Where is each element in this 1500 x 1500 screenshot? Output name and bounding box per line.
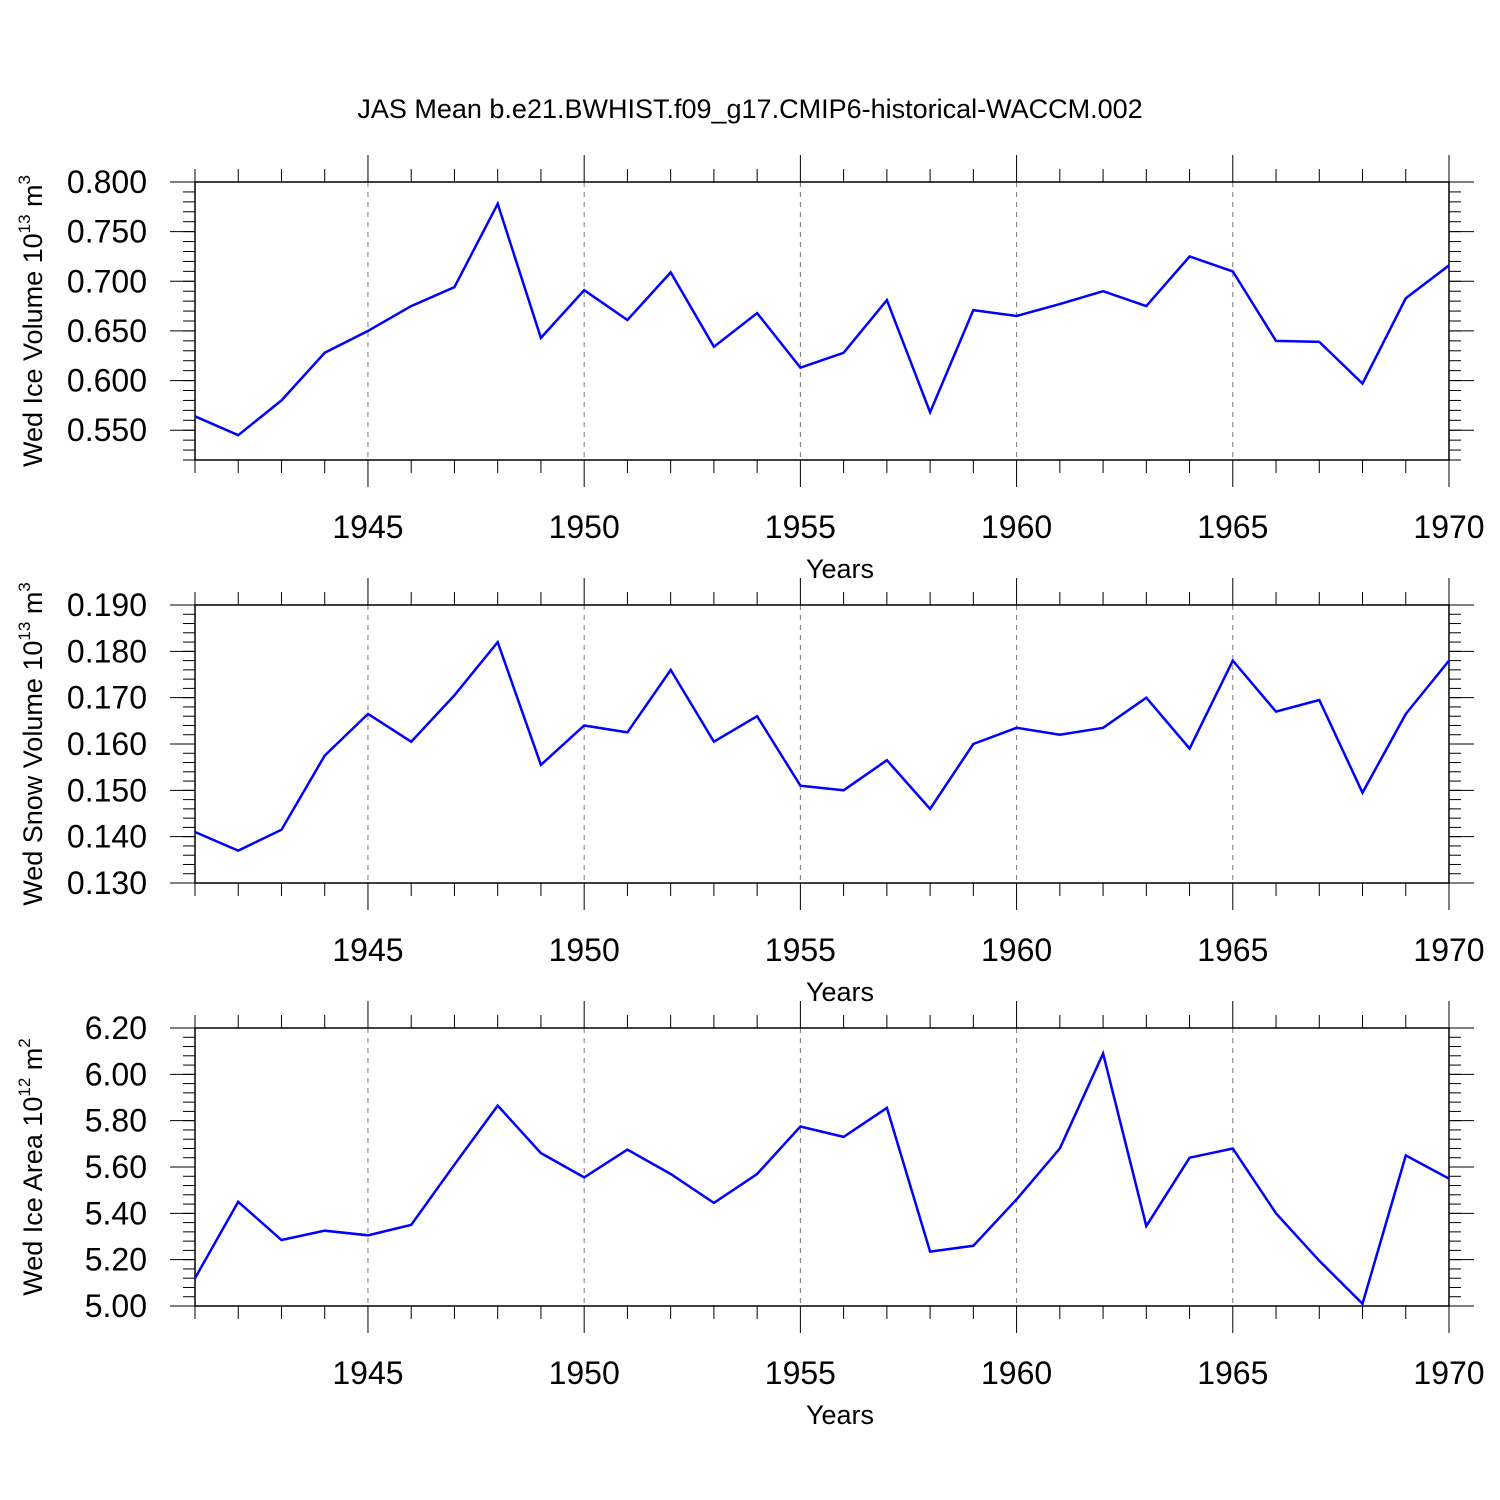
y-tick-label: 0.140 <box>67 819 147 855</box>
x-tick-label: 1945 <box>332 509 403 545</box>
x-tick-label: 1945 <box>332 1355 403 1391</box>
y-tick-label: 6.20 <box>85 1010 147 1046</box>
x-axis-label: Years <box>806 554 874 584</box>
y-tick-label: 5.80 <box>85 1103 147 1139</box>
x-tick-label: 1950 <box>549 509 620 545</box>
y-tick-label: 0.550 <box>67 412 147 448</box>
x-tick-label: 1960 <box>981 1355 1052 1391</box>
y-axis-label: Wed Snow Volume 1013 m3 <box>15 582 48 906</box>
y-tick-label: 6.00 <box>85 1056 147 1092</box>
y-tick-label: 0.160 <box>67 726 147 762</box>
chart-panel-1: 0.550 0.600 0.650 0.700 0.750 0.800 1945 1950 19… <box>15 155 1485 584</box>
y-tick-label: 0.650 <box>67 313 147 349</box>
y-tick-label: 5.40 <box>85 1195 147 1231</box>
x-axis-label: Years <box>806 1400 874 1430</box>
x-tick-label: 1955 <box>765 509 836 545</box>
x-tick-label: 1970 <box>1413 932 1484 968</box>
x-tick-label: 1965 <box>1197 932 1268 968</box>
x-tick-label: 1965 <box>1197 1355 1268 1391</box>
series-line <box>193 1049 1450 1307</box>
x-tick-label: 1955 <box>765 1355 836 1391</box>
y-axis-label: Wed Ice Volume 1013 m3 <box>15 175 48 467</box>
y-axis-label: Wed Ice Area 1012 m2 <box>15 1038 48 1296</box>
y-tick-label: 5.60 <box>85 1149 147 1185</box>
y-tick-label: 5.20 <box>85 1242 147 1278</box>
chart-panel-2: 0.130 0.140 0.150 0.160 0.170 0.180 0.190 1945 1… <box>15 578 1485 1007</box>
series-line <box>194 200 1450 437</box>
x-tick-label: 1950 <box>549 932 620 968</box>
x-tick-label: 1950 <box>549 1355 620 1391</box>
x-tick-label: 1970 <box>1413 1355 1484 1391</box>
series-line <box>194 639 1450 852</box>
chart-title: JAS Mean b.e21.BWHIST.f09_g17.CMIP6-hist… <box>357 94 1142 124</box>
x-tick-label: 1960 <box>981 932 1052 968</box>
y-tick-label: 0.800 <box>67 164 147 200</box>
plot-frame <box>194 604 1450 884</box>
x-tick-label: 1965 <box>1197 509 1268 545</box>
y-tick-label: 0.180 <box>67 633 147 669</box>
x-axis-label: Years <box>806 977 874 1007</box>
y-tick-label: 0.750 <box>67 214 147 250</box>
x-tick-label: 1945 <box>332 932 403 968</box>
x-tick-label: 1955 <box>765 932 836 968</box>
chart-panel-3: 5.00 5.20 5.40 5.60 5.80 6.00 6.20 1945 1950 1955… <box>15 1001 1485 1430</box>
y-tick-label: 5.00 <box>85 1288 147 1324</box>
y-tick-label: 0.130 <box>67 865 147 901</box>
y-tick-label: 0.150 <box>67 772 147 808</box>
y-tick-label: 0.190 <box>67 587 147 623</box>
x-tick-label: 1970 <box>1413 509 1484 545</box>
y-tick-label: 0.600 <box>67 363 147 399</box>
plot-frame <box>194 1027 1450 1307</box>
y-tick-label: 0.700 <box>67 263 147 299</box>
x-tick-label: 1960 <box>981 509 1052 545</box>
y-tick-label: 0.170 <box>67 680 147 716</box>
